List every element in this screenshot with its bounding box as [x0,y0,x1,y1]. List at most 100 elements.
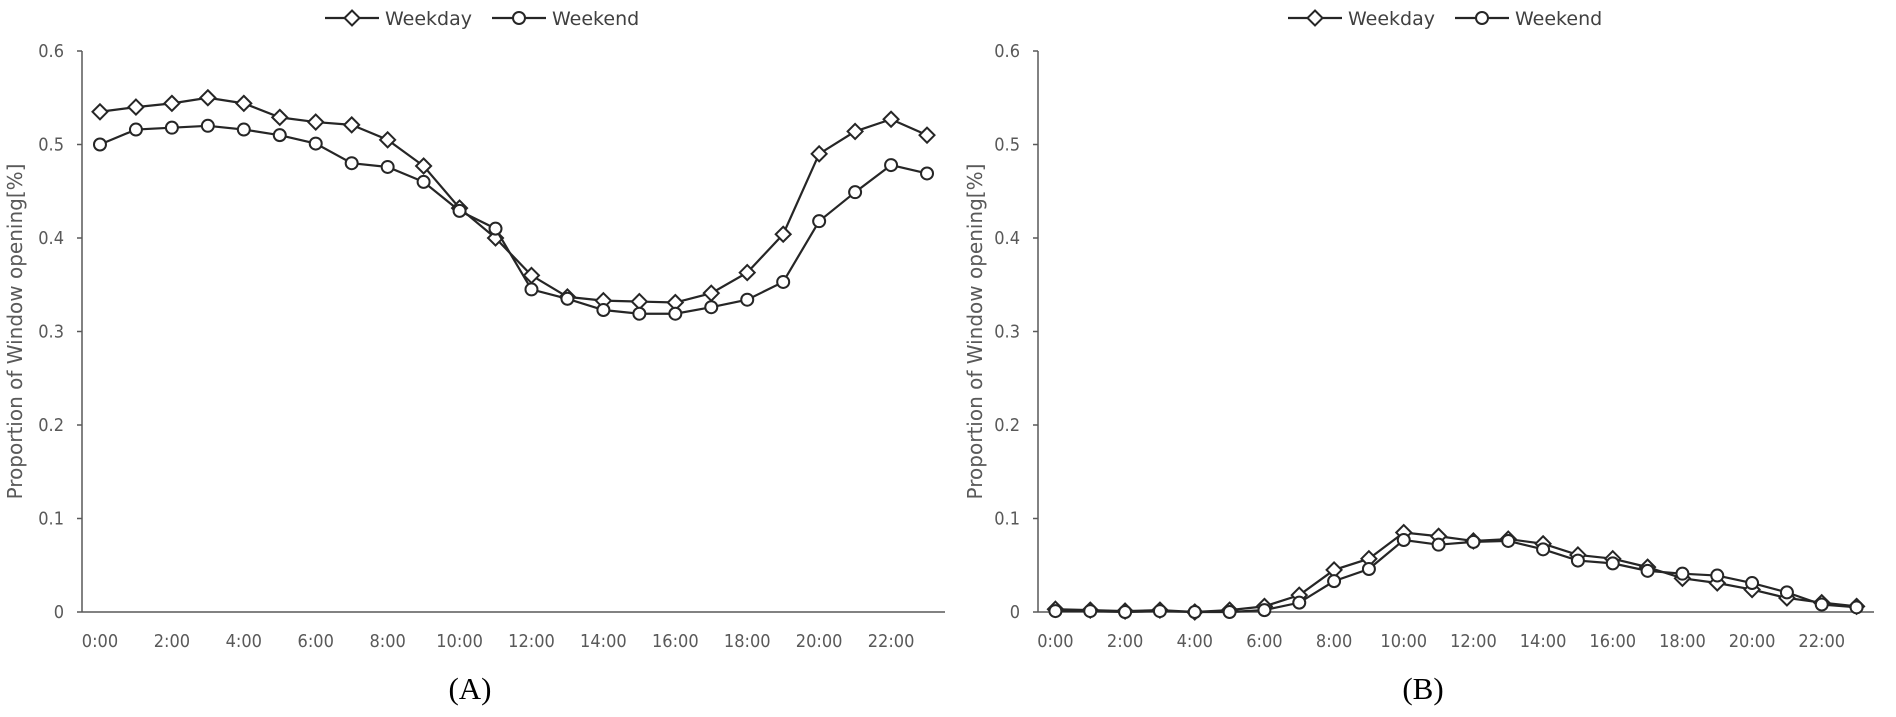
x-tick-label: 12:00 [1450,631,1497,652]
data-point-weekday [414,157,433,175]
data-point-weekend [848,185,863,200]
data-point-weekend [704,300,719,315]
data-point-weekend [1292,595,1307,610]
x-tick-label: 4:00 [1177,631,1213,652]
x-tick-label: 0:00 [82,631,118,652]
y-tick-label: 0.5 [994,135,1020,156]
data-point-weekend [1152,604,1167,619]
y-axis-label: Proportion of Window opening[%] [963,164,987,500]
data-point-weekend [596,302,611,317]
x-tick-label: 8:00 [1316,631,1352,652]
data-point-weekend [1396,533,1411,548]
x-tick-label: 4:00 [226,631,262,652]
data-point-weekday [270,108,289,127]
data-point-weekend [1570,553,1585,568]
data-point-weekend [1779,585,1794,600]
data-point-weekend [200,118,215,133]
chart-panel-a: 0 0.1 0.2 0.3 0.4 0.5 0.6 0:00 2:00 4:00 6:00 8:00 1… [3,8,945,706]
data-point-weekday [882,110,900,129]
y-tick-label: 0.2 [994,415,1020,436]
y-tick-label: 0.4 [994,228,1020,249]
x-tick-label: 12:00 [508,631,555,652]
legend-label: Weekday [1348,8,1435,30]
data-point-weekend [1814,597,1829,612]
data-point-weekend [812,214,827,229]
x-tick-label: 18:00 [724,631,771,652]
x-tick-label: 0:00 [1037,631,1073,652]
legend-label: Weekend [1515,8,1602,30]
data-point-weekday [162,94,181,113]
x-tick-label: 8:00 [369,631,405,652]
legend-marker [1306,9,1324,27]
data-point-weekday [306,113,325,131]
data-point-weekend [668,306,683,321]
data-point-weekend [1187,605,1202,619]
data-point-weekend [92,137,107,152]
panel-label: (A) [448,671,491,706]
x-tick-label: 14:00 [580,631,627,652]
data-point-weekend [488,221,503,236]
x-tick-label: 10:00 [436,631,483,652]
data-point-weekend [1431,537,1446,552]
data-point-weekend [452,203,467,218]
data-point-weekend [1501,533,1516,548]
data-point-weekend [1745,576,1760,591]
x-tick-label: 16:00 [652,631,699,652]
x-tick-label: 22:00 [868,631,915,652]
x-tick-label: 20:00 [1729,631,1776,652]
y-tick-label: 0.6 [38,41,64,62]
legend-marker [343,9,361,27]
data-point-weekday [234,94,253,113]
data-point-weekday [127,98,145,117]
data-point-weekend [308,136,323,151]
data-point-weekday [774,225,793,244]
data-point-weekend [1710,568,1725,583]
x-tick-label: 6:00 [1246,631,1282,652]
panel-label: (B) [1402,671,1443,706]
data-point-weekend [164,120,179,135]
y-tick-label: 0.6 [994,41,1020,62]
data-point-weekend [344,156,359,171]
data-point-weekend [1361,561,1376,576]
data-point-weekend [1466,534,1481,549]
x-tick-label: 14:00 [1520,631,1567,652]
data-point-weekend [1222,605,1237,619]
series-line-weekday [1055,531,1857,614]
legend-marker [512,11,526,25]
y-tick-label: 0.3 [994,322,1020,343]
data-point-weekend [1605,556,1620,571]
x-tick-label: 6:00 [298,631,334,652]
x-tick-label: 2:00 [1107,631,1143,652]
data-point-weekend [1327,574,1342,589]
series-line-weekend [99,124,928,315]
y-tick-label: 0.2 [38,415,64,436]
data-point-weekend [884,158,899,173]
legend-label: Weekday [385,8,472,30]
data-point-weekend [272,128,287,143]
x-tick-label: 18:00 [1659,631,1706,652]
y-tick-label: 0.3 [38,322,64,343]
x-tick-label: 22:00 [1798,631,1845,652]
data-point-weekend [920,166,935,181]
data-point-weekday [198,88,217,107]
data-point-weekend [776,274,791,289]
x-tick-label: 16:00 [1589,631,1636,652]
series-weekday [91,88,936,312]
data-point-weekday [738,263,757,282]
x-tick-label: 10:00 [1380,631,1427,652]
y-tick-label: 0.1 [38,509,64,530]
legend-item-weekend: Weekend [1455,8,1602,30]
data-point-weekend [1083,604,1098,619]
y-tick-label: 0 [1010,602,1020,623]
data-point-weekend [560,291,575,306]
series-weekend [1048,533,1864,619]
legend: Weekday Weekend [1288,8,1602,30]
data-point-weekday [378,130,397,149]
y-axis-label: Proportion of Window opening[%] [3,164,27,500]
legend-marker [1475,11,1489,25]
series-line-weekend [1055,538,1857,614]
data-point-weekday [810,144,829,163]
x-tick-label: 20:00 [796,631,843,652]
data-point-weekend [524,282,539,297]
data-point-weekend [236,122,251,137]
